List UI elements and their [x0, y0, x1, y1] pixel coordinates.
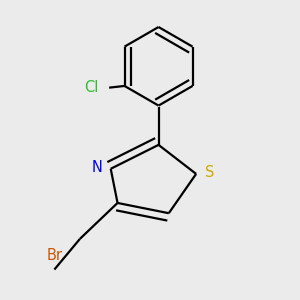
Text: N: N	[91, 160, 102, 175]
Text: S: S	[205, 165, 214, 180]
Text: Cl: Cl	[85, 80, 99, 95]
Text: Br: Br	[46, 248, 62, 263]
